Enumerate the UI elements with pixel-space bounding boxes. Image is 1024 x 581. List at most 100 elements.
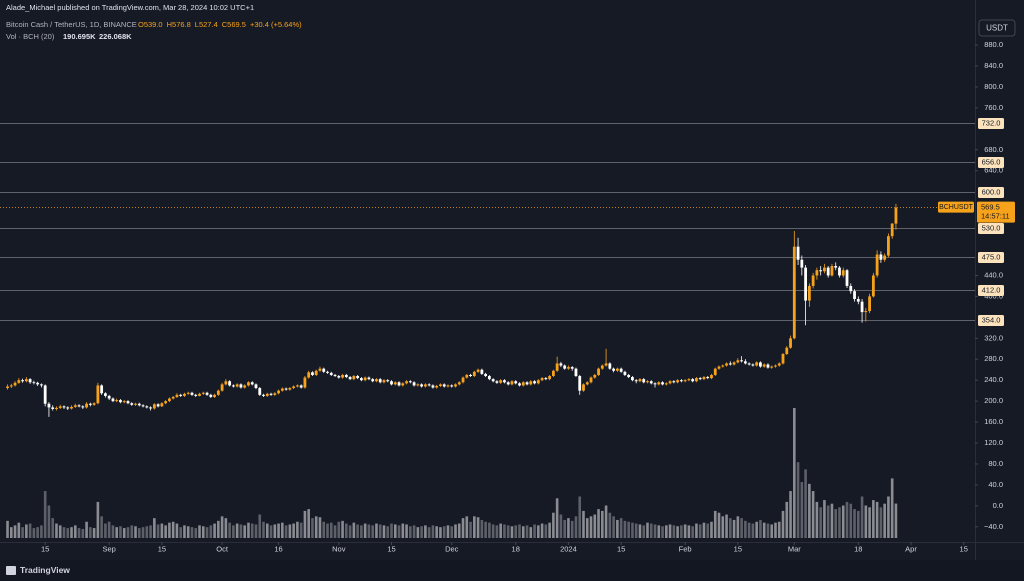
volume-bar [514, 525, 518, 538]
x-tick-label: 15 [734, 544, 742, 553]
volume-bar [85, 521, 88, 538]
candle-body [228, 381, 232, 386]
candle-body [40, 384, 43, 386]
candle-body [51, 407, 55, 409]
volume-bar [43, 491, 47, 538]
candle-body [461, 377, 465, 383]
level-label: 600.0 [982, 187, 1001, 196]
candle-body [759, 362, 762, 367]
candle-body [551, 370, 555, 376]
volume-bar [281, 522, 284, 538]
volume-bar [533, 524, 536, 538]
volume-bar [326, 523, 329, 538]
volume-bar [649, 523, 653, 538]
candle-body [92, 403, 96, 405]
candle-body [28, 379, 32, 383]
volume-bar [879, 507, 883, 538]
volume-bar [134, 526, 137, 538]
volume-bar [668, 524, 672, 538]
candle-body [9, 385, 13, 387]
x-tick-label: Apr [905, 544, 917, 553]
volume-bar [439, 527, 442, 538]
candle-body [201, 392, 205, 394]
candle-body [149, 407, 152, 409]
x-tick-label: 18 [512, 544, 520, 553]
candle-body [152, 404, 156, 409]
candle-body [326, 371, 329, 373]
x-tick-label: Oct [216, 544, 229, 553]
countdown-label: 14:57:11 [981, 212, 1010, 221]
volume-bar [58, 525, 62, 538]
candle-body [356, 375, 360, 379]
candle-body [457, 382, 461, 385]
volume-bar [186, 526, 190, 538]
volume-bar [243, 525, 246, 538]
volume-bar [841, 505, 845, 538]
volume-bar [198, 525, 201, 538]
x-tick-label: Nov [332, 544, 346, 553]
candle-body [521, 382, 525, 386]
volume-bar [318, 517, 322, 538]
level-label-box [978, 223, 1004, 234]
candle-body [420, 384, 424, 387]
candle-body [747, 363, 751, 365]
volume-bar [141, 527, 145, 538]
volume-bar [744, 520, 747, 538]
currency-button[interactable] [978, 19, 1016, 37]
volume-bar [755, 521, 758, 538]
volume-bar [442, 526, 446, 538]
volume-bar [826, 505, 830, 538]
volume-bar [883, 503, 886, 538]
candle-body [183, 393, 186, 396]
level-label: 475.0 [982, 252, 1001, 261]
candle-body [295, 385, 299, 387]
candle-body [134, 403, 137, 405]
volume-bar [736, 516, 740, 538]
volume-bar [465, 516, 469, 538]
candle-body [88, 403, 92, 405]
volume-bar [503, 524, 506, 538]
volume-bar [868, 507, 871, 538]
volume-bar [9, 527, 13, 538]
volume-bar [518, 524, 521, 538]
volume-bar [589, 516, 593, 538]
candle-body [679, 380, 683, 382]
volume-bar [653, 524, 657, 538]
level-label-box [978, 187, 1004, 198]
volume-bar [770, 524, 774, 538]
volume-bar [89, 527, 92, 538]
candle-body [198, 393, 201, 396]
volume-bar [333, 525, 337, 538]
x-tick-label: Dec [445, 544, 459, 553]
candle-body [838, 267, 841, 276]
x-tick-label: 16 [274, 544, 282, 553]
candle-body [24, 379, 28, 382]
volume-bar [232, 525, 235, 538]
candle-body [875, 254, 879, 276]
candle-body [721, 365, 725, 367]
volume-bar [616, 519, 619, 538]
volume-bar [247, 522, 250, 538]
volume-bar [171, 521, 175, 538]
candle-body [401, 383, 405, 386]
candle-body [664, 383, 668, 385]
volume-bar [356, 524, 359, 538]
candle-body [627, 374, 631, 378]
last-price-box [977, 201, 1015, 223]
volume-bar [529, 527, 533, 538]
candle-body [13, 382, 17, 386]
volume-bar [740, 518, 743, 538]
level-label-box [978, 118, 1004, 129]
volume-bar [838, 507, 841, 538]
y-tick-label: 200.0 [984, 396, 1003, 405]
volume-bar [220, 516, 224, 538]
currency-label[interactable]: USDT [986, 24, 1008, 33]
volume-bar [785, 501, 789, 538]
candle-body [273, 393, 277, 395]
legend-value: +30.4 (+5.64%) [250, 20, 302, 29]
level-label-box [978, 285, 1004, 296]
volume-bar [160, 523, 164, 538]
candle-body [262, 394, 265, 396]
volume-bar [378, 524, 382, 538]
volume-bar [811, 491, 815, 538]
